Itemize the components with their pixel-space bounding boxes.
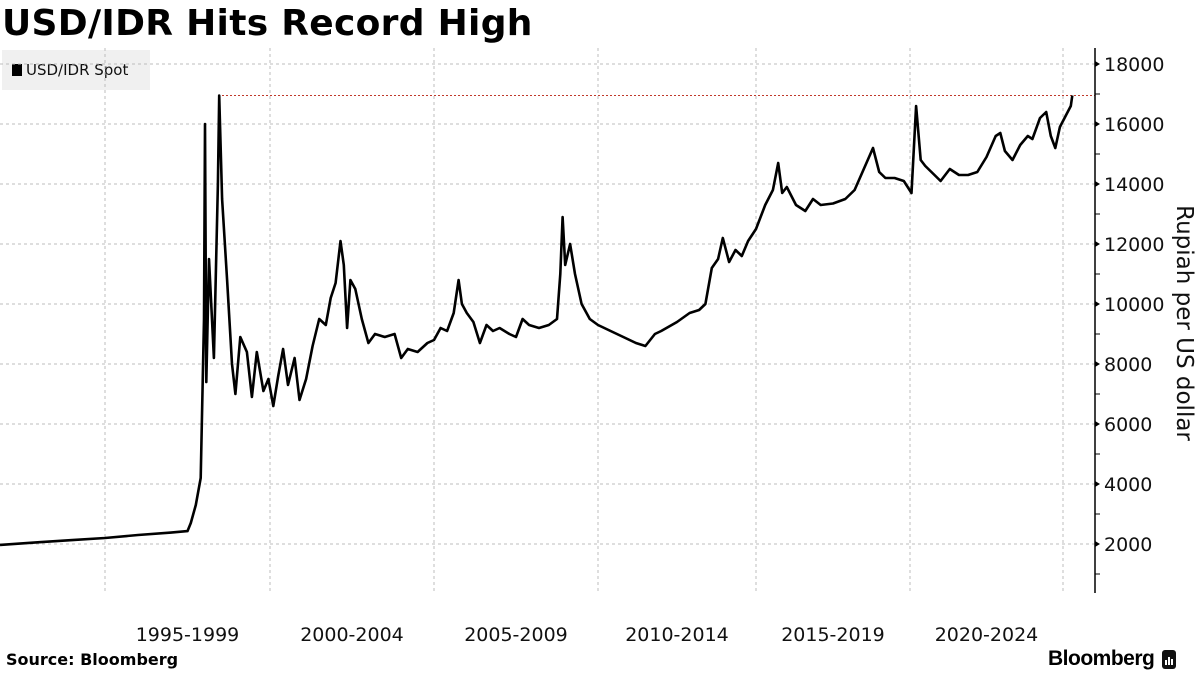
svg-text:8000: 8000 [1104,354,1152,376]
svg-text:4000: 4000 [1104,474,1152,496]
gridlines [0,48,1095,593]
svg-text:2000: 2000 [1104,534,1152,556]
svg-text:2015-2019: 2015-2019 [781,624,885,646]
x-axis: 1995-1999 2000-2004 2005-2009 2010-2014 2015… [136,624,1039,646]
svg-text:2010-2014: 2010-2014 [625,624,729,646]
legend-swatch-icon [12,64,22,76]
brand-name: Bloomberg [1048,647,1155,670]
legend: USD/IDR Spot [2,50,150,90]
svg-text:2005-2009: 2005-2009 [464,624,568,646]
bloomberg-logo: Bloomberg [1048,647,1177,671]
svg-text:6000: 6000 [1104,414,1152,436]
svg-text:12000: 12000 [1104,234,1164,256]
svg-text:14000: 14000 [1104,174,1164,196]
legend-label: USD/IDR Spot [26,61,129,79]
chart-title: USD/IDR Hits Record High [2,3,533,44]
y-axis-label: Rupiah per US dollar [1171,205,1197,441]
bloomberg-chart-icon [1162,649,1177,669]
y-axis: 2000 4000 6000 8000 10000 12000 14000 16000 1800… [1094,48,1164,593]
usd-idr-series-line [0,94,1074,547]
svg-text:16000: 16000 [1104,114,1164,136]
svg-text:1995-1999: 1995-1999 [136,624,240,646]
svg-text:2020-2024: 2020-2024 [935,624,1039,646]
svg-text:2000-2004: 2000-2004 [300,624,404,646]
svg-text:18000: 18000 [1104,54,1164,76]
svg-text:10000: 10000 [1104,294,1164,316]
source-note: Source: Bloomberg [6,650,179,669]
